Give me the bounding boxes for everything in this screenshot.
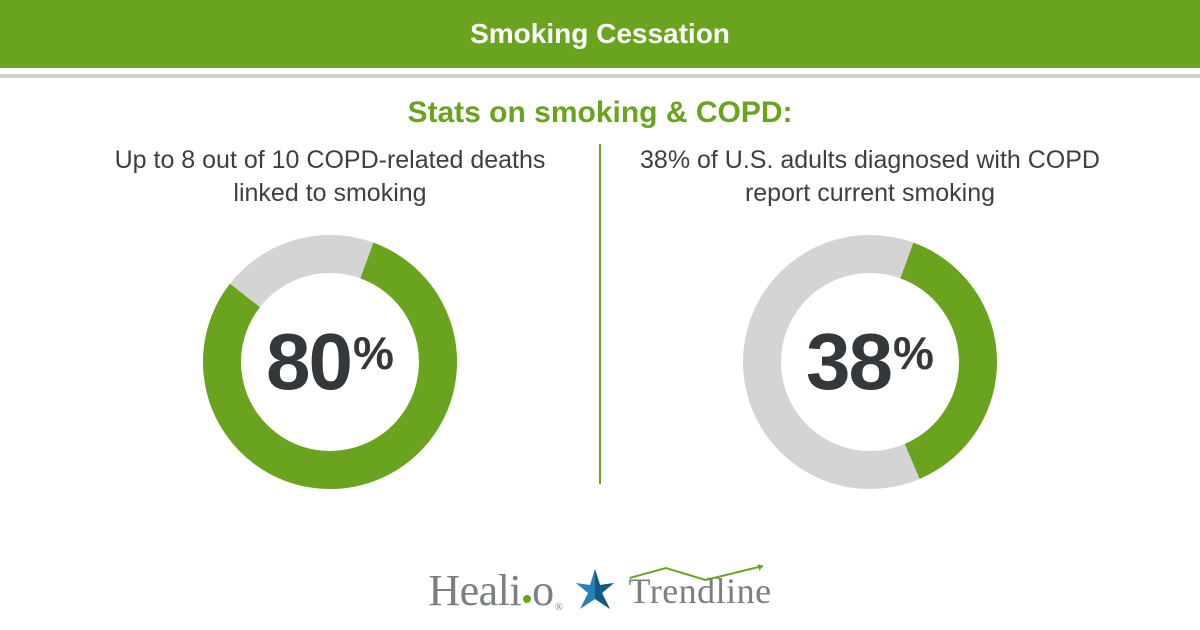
percent-icon: % <box>353 326 394 380</box>
header-title: Smoking Cessation <box>470 18 730 50</box>
donut-left-number: 80 <box>266 316 351 408</box>
stat-left: Up to 8 out of 10 COPD-related deaths li… <box>0 144 600 534</box>
donut-right: 38 % <box>740 232 1000 492</box>
footer-logos: Healio® Trendline <box>0 565 1200 616</box>
center-divider <box>599 144 601 484</box>
stat-right-description: 38% of U.S. adults diagnosed with COPD r… <box>640 144 1100 210</box>
subtitle: Stats on smoking & COPD: <box>0 96 1200 130</box>
star-icon <box>576 569 614 613</box>
stats-row: Up to 8 out of 10 COPD-related deaths li… <box>0 144 1200 534</box>
healio-text-pre: Heali <box>428 566 521 615</box>
percent-icon: % <box>893 326 934 380</box>
donut-left: 80 % <box>200 232 460 492</box>
trendline-spark-icon <box>628 564 771 586</box>
trendline-logo: Trendline <box>628 570 771 612</box>
healio-dot-icon <box>523 595 531 603</box>
registered-icon: ® <box>555 601 563 613</box>
stat-left-description: Up to 8 out of 10 COPD-related deaths li… <box>100 144 560 210</box>
donut-right-number: 38 <box>806 316 891 408</box>
donut-right-label: 38 % <box>740 232 1000 492</box>
stat-right: 38% of U.S. adults diagnosed with COPD r… <box>600 144 1200 534</box>
header-divider <box>0 74 1200 78</box>
header-bar: Smoking Cessation <box>0 0 1200 68</box>
healio-logo: Healio® <box>428 565 562 616</box>
healio-text-post: o <box>532 566 554 615</box>
donut-left-label: 80 % <box>200 232 460 492</box>
